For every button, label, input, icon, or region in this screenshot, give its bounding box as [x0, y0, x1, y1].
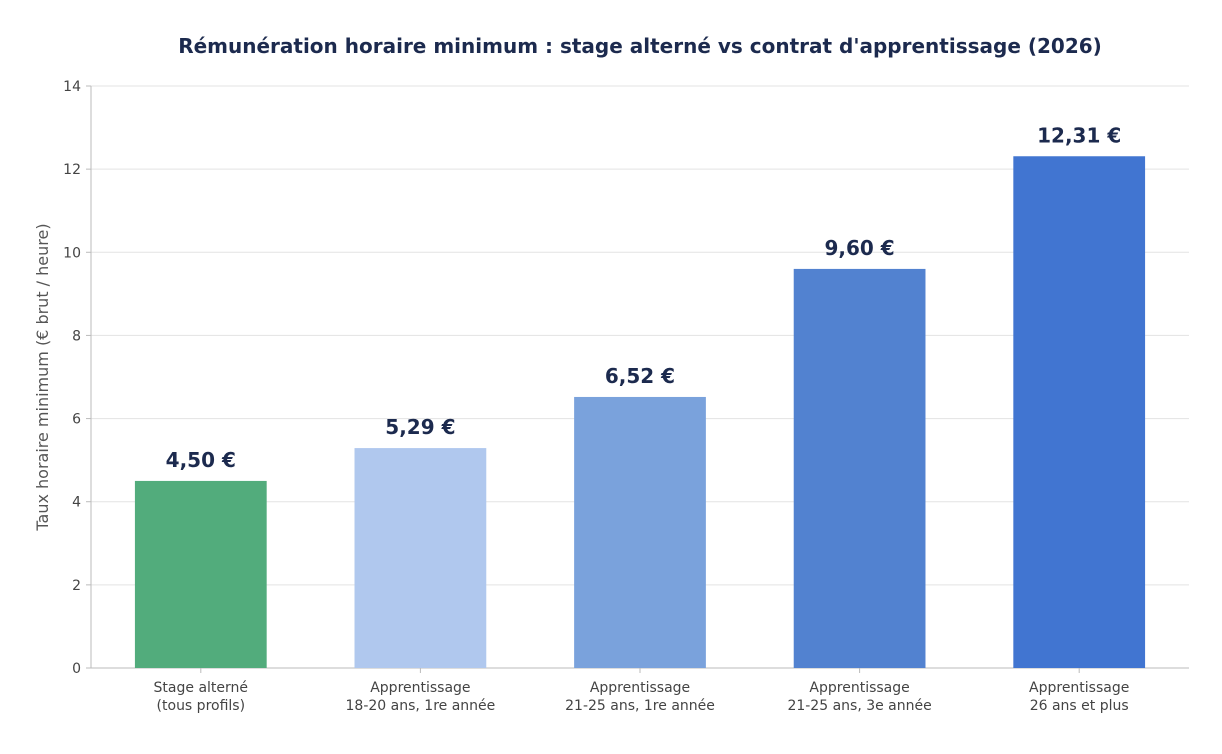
x-tick-label: Apprentissage 18-20 ans, 1re année	[346, 680, 496, 714]
y-tick-labels: 0 2 4 6 8 10 12 14	[63, 79, 81, 677]
x-tick-label-line: 26 ans et plus	[1030, 698, 1129, 714]
y-tick-label: 14	[63, 79, 81, 95]
bar	[354, 448, 487, 668]
x-tick-label-line: 21-25 ans, 1re année	[565, 698, 715, 714]
bar	[793, 268, 926, 668]
x-tick-label-line: Stage alterné	[154, 680, 248, 696]
x-tick-label-line: 18-20 ans, 1re année	[346, 698, 496, 714]
bars	[134, 156, 1146, 668]
y-tick-label: 8	[72, 328, 81, 344]
bar	[1013, 156, 1146, 668]
value-label: 4,50 €	[166, 448, 236, 472]
bar	[574, 396, 706, 668]
value-label: 5,29 €	[385, 415, 455, 439]
x-tick-label-line: Apprentissage	[809, 680, 909, 696]
bar	[134, 480, 267, 668]
value-labels: 4,50 € 5,29 € 6,52 € 9,60 € 12,31 €	[166, 123, 1122, 472]
x-tick-label-line: Apprentissage	[370, 680, 470, 696]
value-label: 12,31 €	[1037, 123, 1121, 147]
y-tick-label: 6	[72, 412, 81, 428]
y-axis-label: Taux horaire minimum (€ brut / heure)	[33, 223, 52, 531]
x-tick-label-line: Apprentissage	[590, 680, 690, 696]
y-tick-label: 0	[72, 661, 81, 677]
x-tick-label: Apprentissage 21-25 ans, 3e année	[787, 680, 931, 714]
value-label: 6,52 €	[605, 364, 675, 388]
y-tick-label: 10	[63, 245, 81, 261]
y-tick-label: 2	[72, 578, 81, 594]
x-tick-label-line: (tous profils)	[157, 698, 246, 714]
x-tick-labels: Stage alterné (tous profils) Apprentissage…	[154, 680, 1130, 714]
value-label: 9,60 €	[824, 236, 894, 260]
x-tick-label: Stage alterné (tous profils)	[154, 680, 248, 714]
x-tick-label-line: 21-25 ans, 3e année	[787, 698, 931, 714]
chart-title: Rémunération horaire minimum : stage alt…	[178, 34, 1102, 58]
x-tick-label: Apprentissage 26 ans et plus	[1029, 680, 1129, 714]
y-tick-label: 12	[63, 162, 81, 178]
x-tick-label: Apprentissage 21-25 ans, 1re année	[565, 680, 715, 714]
y-tick-label: 4	[72, 495, 81, 511]
x-tick-label-line: Apprentissage	[1029, 680, 1129, 696]
